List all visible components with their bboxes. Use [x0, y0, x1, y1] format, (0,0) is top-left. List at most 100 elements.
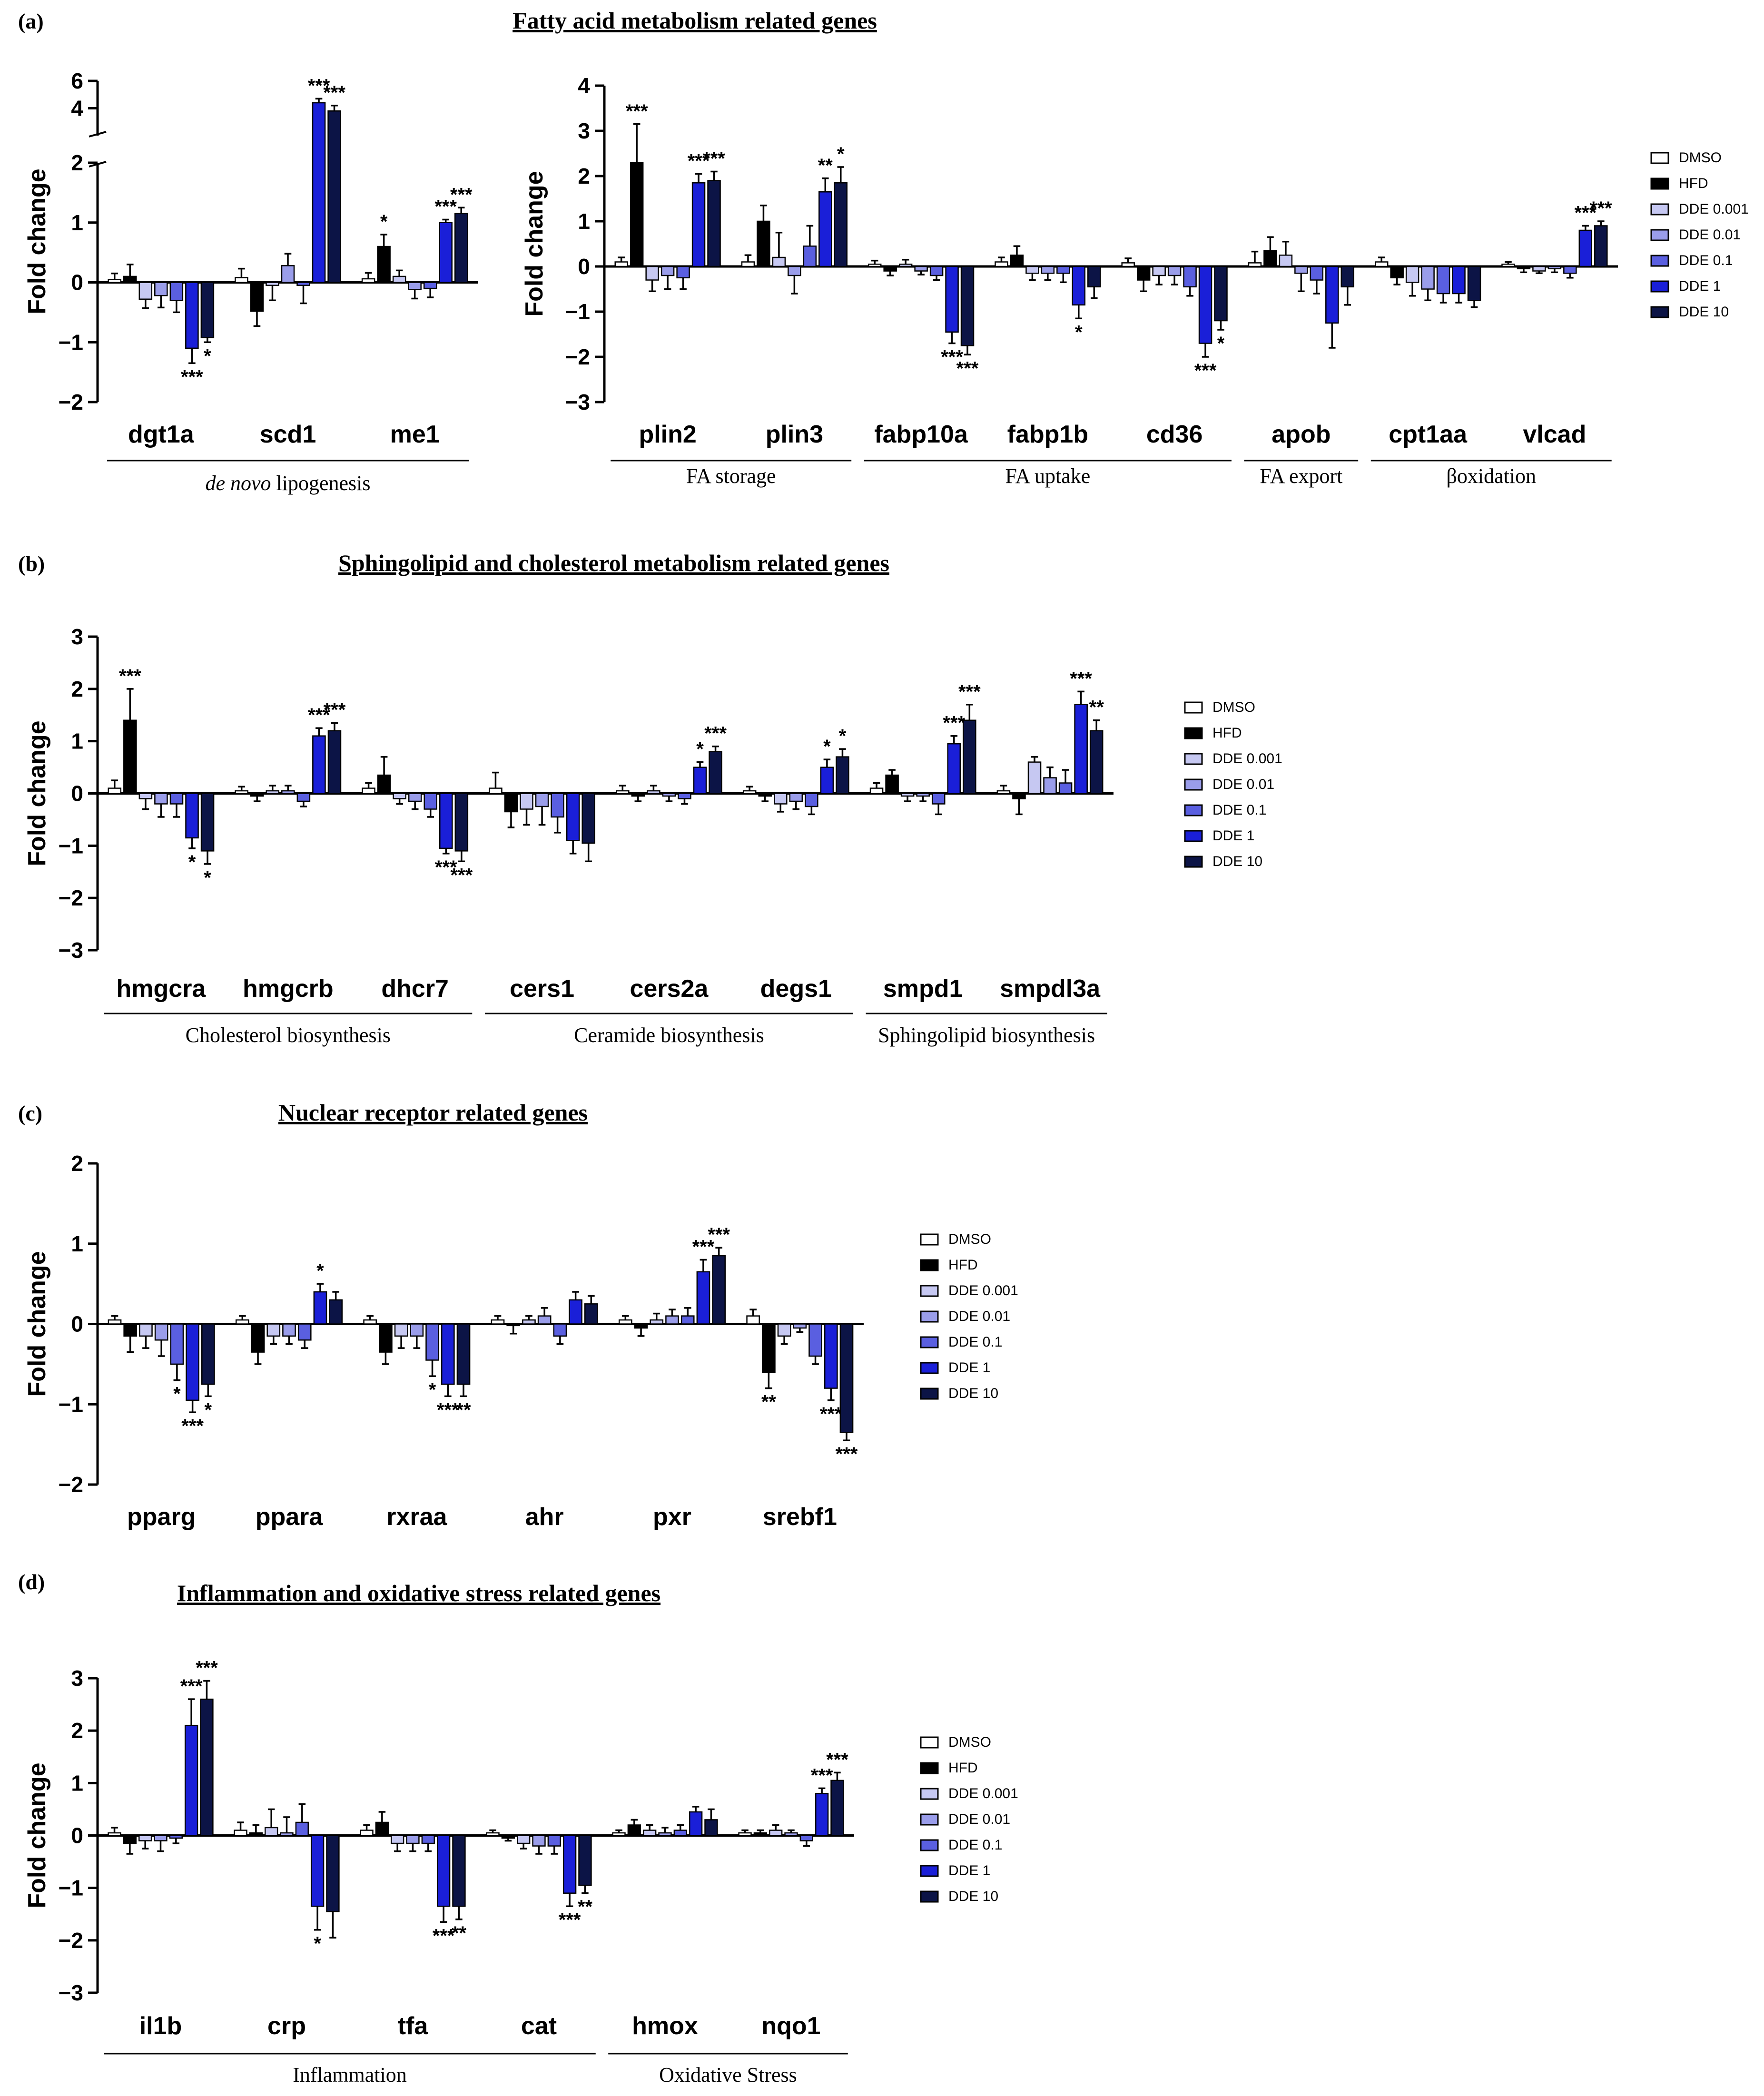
- bar: [200, 282, 215, 338]
- bar: [839, 1323, 854, 1433]
- bar: [504, 793, 518, 813]
- legend-swatch: [1650, 306, 1669, 318]
- bar: [645, 266, 659, 281]
- bar: [1025, 266, 1039, 274]
- legend-swatch: [920, 1788, 939, 1800]
- significance-label: ***: [704, 723, 727, 744]
- bar: [423, 282, 437, 289]
- bar: [947, 743, 961, 794]
- bar: [578, 1835, 592, 1886]
- bar: [808, 1323, 822, 1357]
- axis-break-mark: [89, 131, 107, 138]
- legend-label: DDE 10: [1212, 854, 1262, 869]
- bar: [1248, 262, 1262, 267]
- bar: [361, 278, 375, 283]
- bar: [266, 282, 279, 286]
- legend-swatch: [1184, 856, 1203, 868]
- x-category-label: apob: [1271, 421, 1330, 448]
- y-tick-label: −3: [565, 390, 590, 414]
- bar: [547, 1835, 561, 1847]
- bar: [824, 1323, 838, 1389]
- bar: [757, 220, 770, 267]
- legend-label: DDE 0.1: [1212, 802, 1266, 818]
- bar: [123, 1835, 137, 1844]
- significance-label: *: [839, 726, 847, 747]
- bar: [707, 180, 721, 267]
- x-category-label: pparg: [127, 1503, 196, 1531]
- legend-swatch: [920, 1285, 939, 1297]
- bar: [647, 790, 660, 794]
- legend-label: DDE 10: [948, 1386, 998, 1401]
- bar: [738, 1832, 752, 1836]
- bar: [520, 793, 533, 810]
- bar: [1421, 266, 1435, 290]
- y-tick-label: 4: [71, 96, 83, 121]
- bar: [584, 1303, 598, 1325]
- significance-label: ***: [450, 184, 473, 205]
- bar: [1152, 266, 1166, 276]
- legend-swatch: [920, 1310, 939, 1323]
- significance-label: ***: [836, 1444, 858, 1465]
- bar: [1578, 229, 1593, 267]
- bar: [1074, 704, 1088, 794]
- legend-label: DMSO: [1679, 150, 1722, 166]
- bar: [235, 277, 248, 283]
- bar: [265, 1827, 278, 1836]
- bar: [931, 793, 946, 805]
- y-tick-label: −2: [565, 344, 590, 369]
- bar: [312, 102, 326, 283]
- bar: [680, 1315, 695, 1325]
- y-axis-label: Fold change: [521, 171, 548, 316]
- bar: [634, 1323, 648, 1329]
- significance-label: ***: [820, 1404, 842, 1425]
- y-tick-label: 1: [71, 1231, 83, 1256]
- bar: [327, 730, 342, 794]
- legend-label: DDE 0.1: [948, 1334, 1002, 1350]
- x-category-label: crp: [267, 2012, 306, 2040]
- bar: [535, 793, 549, 807]
- bar: [1041, 266, 1055, 274]
- significance-label: ***: [450, 865, 473, 886]
- chart-title: Sphingolipid and cholesterol metabolism …: [338, 550, 889, 576]
- legend-a2: DMSO HFD DDE 0.001 DDE 0.01 DDE 0.1 DDE 1 DDE …: [1650, 150, 1749, 320]
- bar: [1056, 266, 1070, 274]
- x-category-label: ahr: [525, 1503, 564, 1531]
- bar: [184, 1724, 198, 1836]
- bar: [1263, 250, 1277, 267]
- bar: [185, 282, 199, 349]
- bar: [537, 1315, 552, 1325]
- significance-label: ***: [324, 699, 346, 720]
- bar: [1532, 266, 1546, 272]
- group-label: Inflammation: [293, 2063, 407, 2086]
- bar: [898, 264, 913, 267]
- legend-swatch: [1650, 255, 1669, 267]
- bar: [1325, 266, 1339, 324]
- bar: [327, 110, 341, 283]
- bar: [660, 266, 675, 276]
- bar: [1501, 264, 1515, 267]
- legend-label: DDE 0.001: [948, 1786, 1018, 1801]
- x-category-label: tfa: [398, 2012, 429, 2040]
- bar: [452, 1835, 466, 1907]
- significance-label: ***: [688, 150, 710, 171]
- legend-label: DDE 1: [1679, 278, 1721, 294]
- bar: [296, 793, 311, 802]
- x-category-label: hmgcra: [117, 975, 207, 1003]
- chart-title: Inflammation and oxidative stress relate…: [177, 1580, 660, 1606]
- bar: [108, 1832, 121, 1836]
- significance-label: **: [818, 155, 833, 176]
- bar: [108, 1319, 122, 1325]
- y-axis-label: Fold change: [23, 1251, 51, 1397]
- bar: [185, 793, 199, 839]
- legend-swatch: [920, 1865, 939, 1877]
- bar: [784, 1832, 798, 1836]
- bar: [772, 256, 786, 267]
- bar: [566, 793, 580, 841]
- group-label: βoxidation: [1446, 464, 1536, 488]
- significance-label: **: [761, 1392, 777, 1413]
- significance-label: *: [314, 1933, 321, 1954]
- panel-label: (b): [18, 551, 45, 576]
- x-category-label: ppara: [256, 1503, 324, 1531]
- bar: [234, 1830, 247, 1836]
